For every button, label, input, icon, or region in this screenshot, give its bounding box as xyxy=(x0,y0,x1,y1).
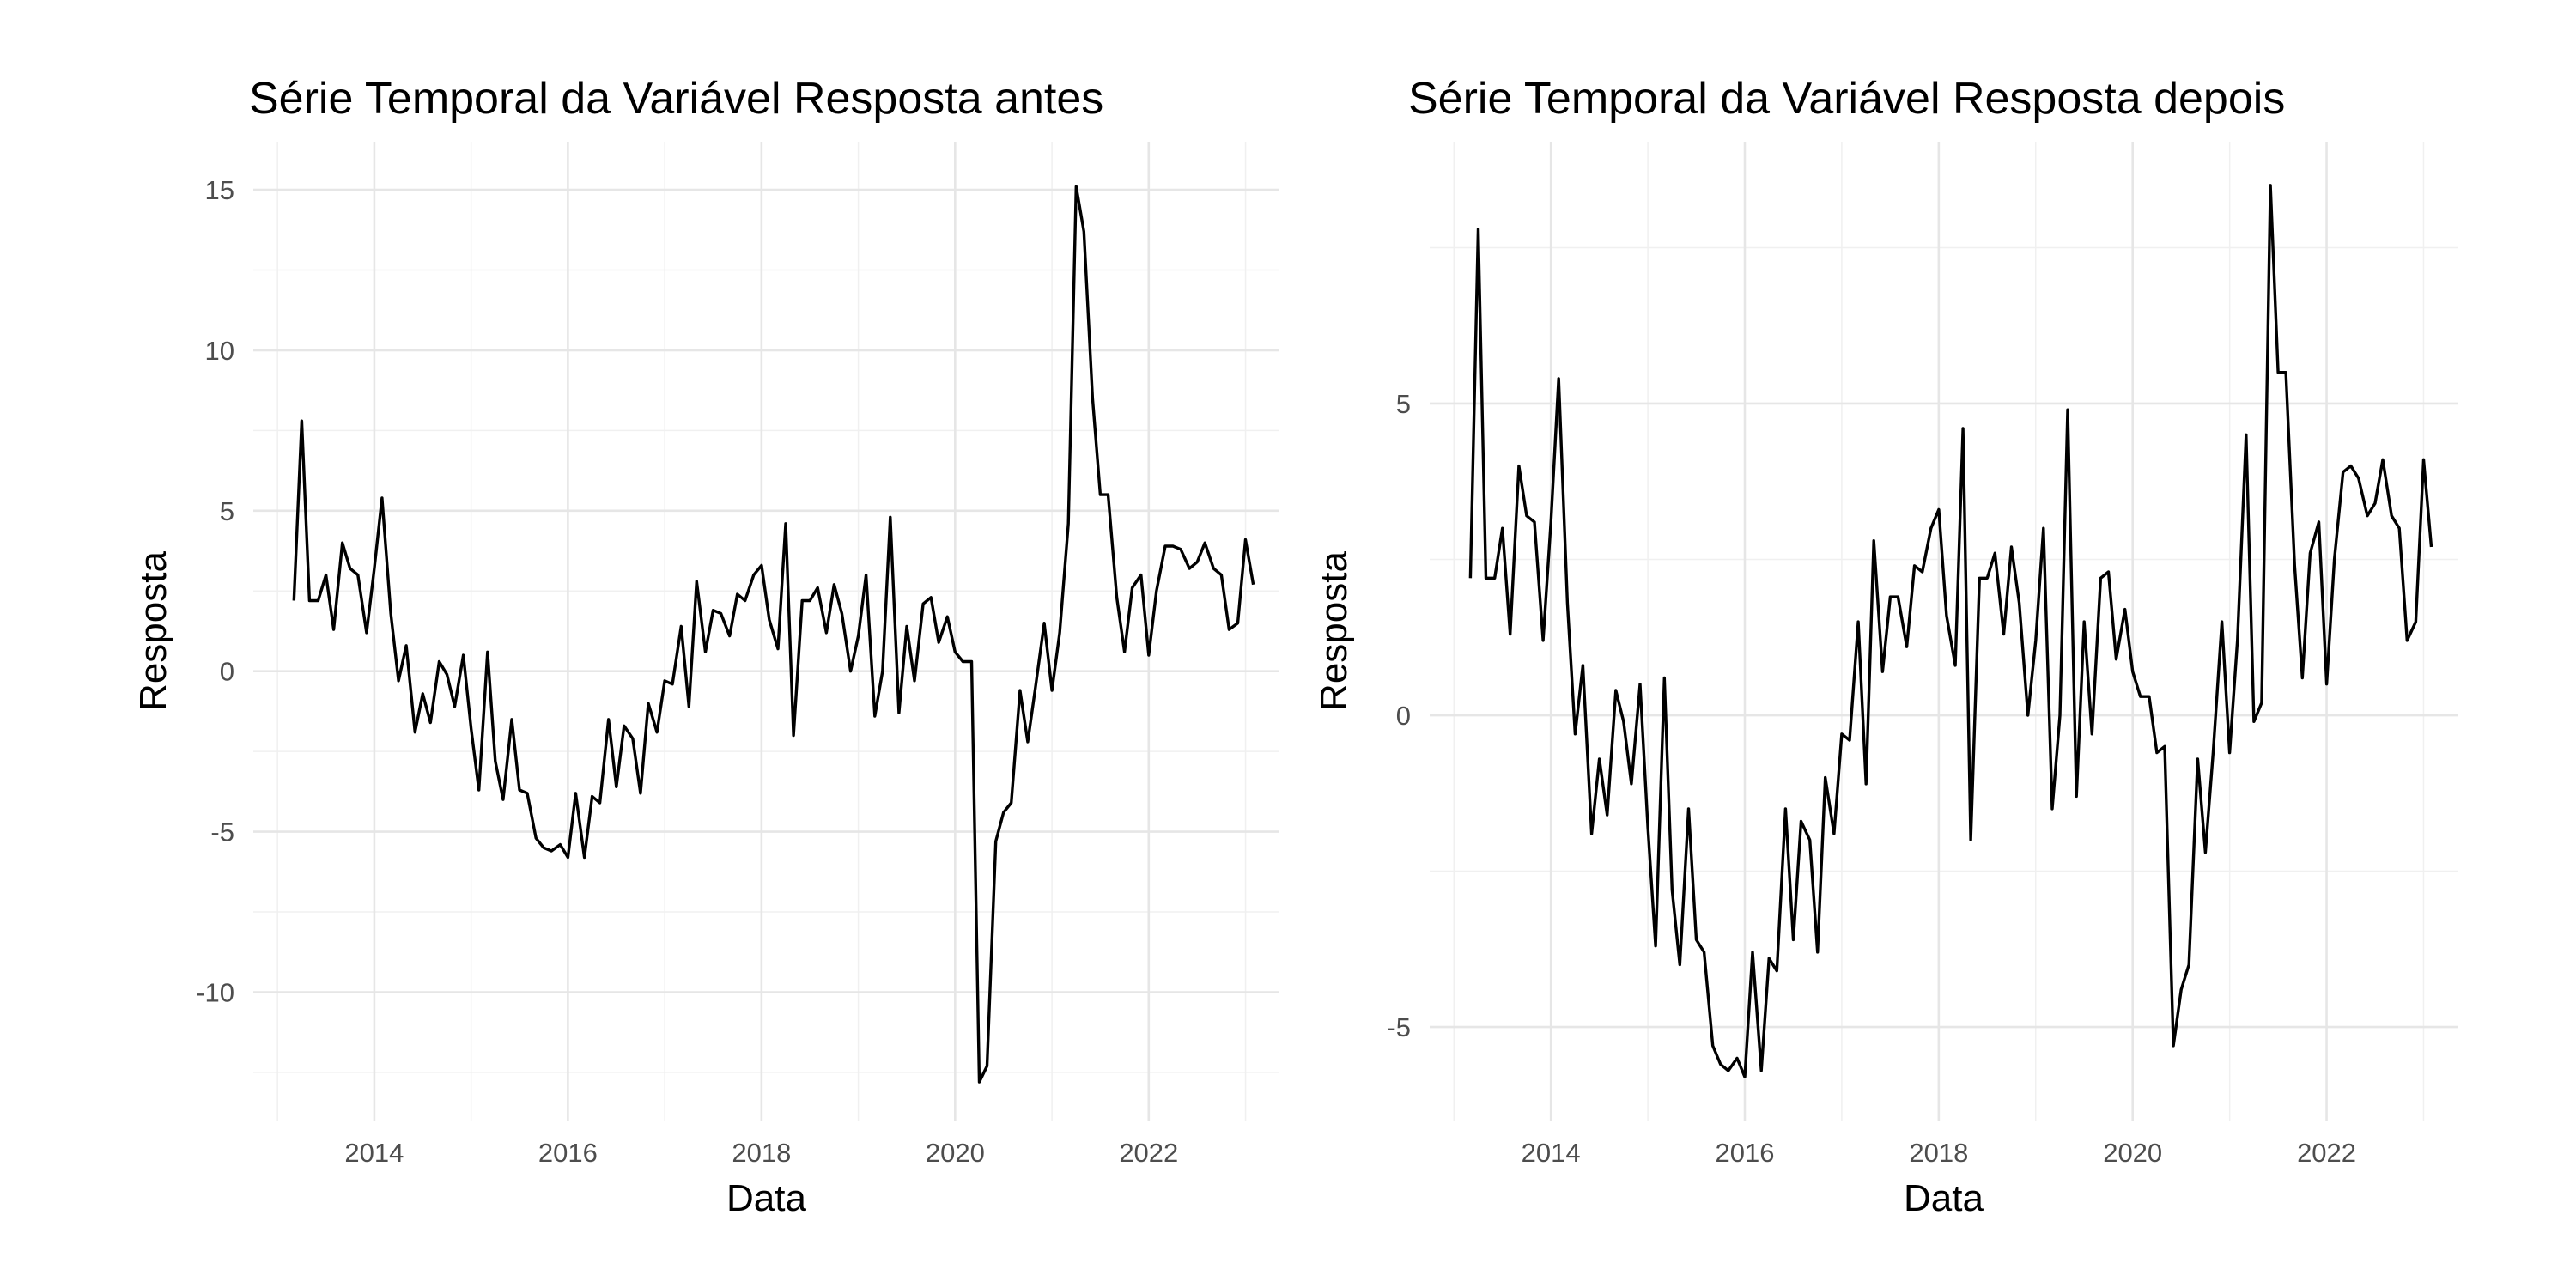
x-tick-label: 2022 xyxy=(2297,1138,2356,1168)
x-axis-title: Data xyxy=(726,1177,806,1219)
x-tick-label: 2022 xyxy=(1119,1138,1178,1168)
x-axis-title: Data xyxy=(1904,1177,1984,1219)
x-tick-label: 2020 xyxy=(926,1138,985,1168)
y-tick-label: 0 xyxy=(1396,701,1411,731)
series-line xyxy=(1468,184,2433,1078)
y-axis-title: Resposta xyxy=(1313,551,1355,711)
chart-panel-antes: 2014 2016 2018 2020 2022 -10 -5 0 5 10 15 Série Tem… xyxy=(132,74,1279,1219)
y-tick-label: -5 xyxy=(210,817,234,848)
x-tick-label: 2018 xyxy=(1909,1138,1968,1168)
y-tick-label: 10 xyxy=(205,336,234,366)
x-tick-label: 2014 xyxy=(1522,1138,1581,1168)
x-tick-label: 2016 xyxy=(1716,1138,1775,1168)
chart-title: Série Temporal da Variável Resposta ante… xyxy=(249,74,1103,124)
x-tick-label: 2014 xyxy=(344,1138,404,1168)
y-tick-label: 5 xyxy=(220,496,234,526)
chart-panel-depois: 2014 2016 2018 2020 2022 -5 0 5 Série Temporal d… xyxy=(1313,74,2458,1219)
x-tick-label: 2020 xyxy=(2103,1138,2162,1168)
y-tick-label: 15 xyxy=(205,175,234,205)
y-axis-title: Resposta xyxy=(132,551,174,711)
y-tick-label: 5 xyxy=(1396,389,1411,419)
x-tick-label: 2018 xyxy=(732,1138,791,1168)
x-tick-label: 2016 xyxy=(538,1138,598,1168)
y-tick-label: -5 xyxy=(1387,1012,1411,1042)
chart-title: Série Temporal da Variável Resposta depo… xyxy=(1408,74,2285,124)
y-tick-label: -10 xyxy=(196,977,234,1007)
series-line xyxy=(292,185,1255,1084)
y-tick-label: 0 xyxy=(220,657,234,687)
